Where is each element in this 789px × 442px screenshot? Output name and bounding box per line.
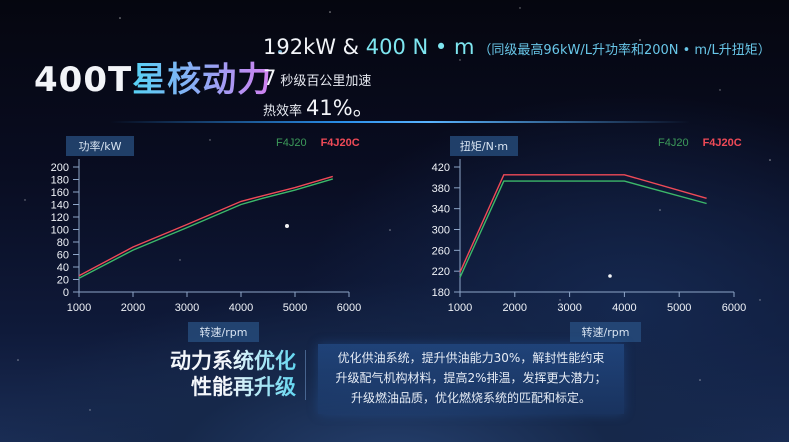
desc-line-3: 升级燃油品质，优化燃烧系统的匹配和标定。	[350, 391, 591, 405]
legend-f4j20c: F4J20C	[702, 137, 742, 149]
series-line-f4j20	[78, 178, 333, 279]
y-tick-label: 160	[51, 187, 69, 199]
x-tick-label: 1000	[67, 302, 91, 314]
y-tick-label: 120	[51, 212, 69, 224]
series-line-f4j20	[459, 180, 707, 278]
x-tick-label: 5000	[667, 302, 691, 314]
y-tick-label: 0	[63, 287, 69, 299]
x-tick-label: 2000	[503, 302, 527, 314]
torque-legend: F4J20 F4J20C	[658, 137, 742, 149]
heading-line-1: 动力系统优化	[170, 349, 296, 373]
header-divider	[110, 121, 690, 123]
series-line-f4j20c	[459, 174, 707, 273]
power-legend: F4J20 F4J20C	[276, 137, 360, 149]
y-tick-label: 380	[432, 183, 450, 195]
x-tick-label: 2000	[121, 302, 145, 314]
torque-x-axis-label: 转速/rpm	[570, 322, 641, 342]
bottom-heading: 动力系统优化 性能再升级	[170, 348, 296, 400]
spec-power: 192kW &	[263, 35, 366, 59]
series-line-f4j20c	[78, 175, 333, 277]
vertical-divider	[305, 350, 306, 400]
desc-line-1: 优化供油系统，提升供油能力30%，解封性能约束	[337, 351, 605, 365]
power-y-axis-label: 功率/kW	[66, 136, 134, 156]
x-tick-label: 4000	[612, 302, 636, 314]
y-tick-label: 100	[51, 225, 69, 237]
accel-value: 7	[263, 66, 277, 90]
y-tick-label: 420	[432, 162, 450, 174]
spec-acceleration: 7 秒级百公里加速	[263, 66, 371, 90]
torque-chart: 180 220 260 300 340 380 420 1000 2000 3000 4000 500…	[432, 159, 746, 314]
y-tick-label: 260	[432, 245, 450, 257]
heading-line-2: 性能再升级	[170, 374, 296, 400]
y-tick-label: 40	[57, 262, 69, 274]
x-tick-label: 3000	[557, 302, 581, 314]
power-x-axis-label: 转速/rpm	[188, 322, 259, 342]
y-tick-label: 140	[51, 200, 69, 212]
y-tick-label: 200	[51, 162, 69, 174]
efficiency-value: 41%。	[306, 96, 374, 120]
x-tick-label: 1000	[448, 302, 472, 314]
x-tick-label: 6000	[722, 302, 746, 314]
accel-label: 秒级百公里加速	[280, 74, 372, 89]
x-tick-label: 5000	[283, 302, 307, 314]
page-title: 400T星核动力	[34, 52, 272, 101]
y-tick-label: 80	[57, 237, 69, 249]
spec-efficiency: 热效率 41%。	[263, 92, 374, 122]
legend-f4j20c: F4J20C	[320, 137, 360, 149]
title-prefix: 400T	[34, 60, 133, 100]
y-tick-label: 340	[432, 204, 450, 216]
y-tick-label: 220	[432, 266, 450, 278]
y-tick-label: 180	[432, 287, 450, 299]
title-main: 星核动力	[132, 60, 273, 100]
y-tick-label: 20	[57, 275, 69, 287]
x-tick-label: 4000	[229, 302, 253, 314]
desc-line-2: 升级配气机构材料，提高2%排温，发挥更大潜力；	[335, 371, 607, 385]
torque-y-axis-label: 扭矩/N·m	[450, 136, 518, 156]
y-tick-label: 300	[432, 225, 450, 237]
efficiency-label: 热效率	[263, 104, 303, 119]
x-tick-label: 6000	[337, 302, 361, 314]
y-tick-label: 180	[51, 175, 69, 187]
spec-power-torque: 192kW & 400 N • m （同级最高96kW/L升功率和200N • m…	[263, 35, 771, 59]
legend-f4j20: F4J20	[658, 137, 689, 149]
x-tick-label: 3000	[175, 302, 199, 314]
description-box: 优化供油系统，提升供油能力30%，解封性能约束 升级配气机构材料，提高2%排温，…	[318, 344, 624, 414]
spec-torque: 400 N • m	[365, 35, 475, 59]
spec-note: （同级最高96kW/L升功率和200N • m/L升扭矩）	[478, 43, 771, 58]
legend-f4j20: F4J20	[276, 137, 307, 149]
y-tick-label: 60	[57, 250, 69, 262]
